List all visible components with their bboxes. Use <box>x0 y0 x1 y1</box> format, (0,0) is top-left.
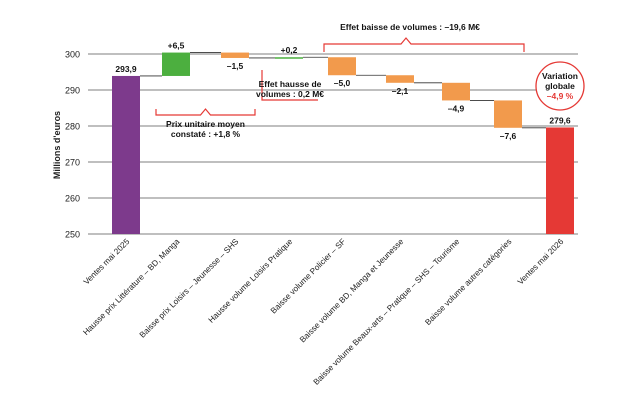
global-variation-line1: Variation <box>542 71 578 81</box>
value-label: –5,0 <box>334 78 351 88</box>
total-bar <box>112 75 140 235</box>
price-bracket <box>155 108 256 116</box>
y-tick-label: 280 <box>65 122 80 132</box>
y-tick-label: 250 <box>65 230 80 240</box>
y-axis-label: Millions d'euros <box>52 111 62 179</box>
volume-up-box <box>261 70 318 101</box>
x-tick-label: Baisse volume autres catégories <box>423 237 513 327</box>
global-variation-value: –4,9 % <box>547 91 574 101</box>
value-label: 293,9 <box>115 64 137 74</box>
value-label: +0,2 <box>281 45 298 55</box>
global-variation-line2: globale <box>545 81 575 91</box>
y-tick-label: 290 <box>65 86 80 96</box>
delta-bar <box>442 82 470 101</box>
value-label: 279,6 <box>549 115 571 125</box>
total-bar <box>546 127 574 234</box>
value-label: –7,6 <box>500 131 517 141</box>
connector-lines <box>140 52 546 129</box>
x-tick-label: Baisse prix Loisirs – Jeunesse – SHS <box>138 237 241 340</box>
value-label: +6,5 <box>168 41 185 51</box>
delta-bar <box>162 52 190 76</box>
x-tick-label: Baisse volume BD, Manga et Jeunesse <box>298 237 406 345</box>
x-tick-label: Hausse prix Littérature – BD, Manga <box>81 237 181 337</box>
price-annotation-line: Prix unitaire moyen <box>166 119 245 129</box>
price-annotation-line: constaté : +1,8 % <box>171 129 241 139</box>
volume-down-bracket <box>323 37 525 52</box>
value-label: –1,5 <box>227 61 244 71</box>
value-labels: 293,9 +6,5 –1,5 +0,2 –5,0 –2,1 –4,9 –7,6 279,6 <box>115 41 571 141</box>
volume-up-annotation-line: Effet hausse de <box>259 79 322 89</box>
value-label: –4,9 <box>448 103 465 113</box>
y-tick-label: 300 <box>65 50 80 60</box>
delta-bar <box>494 100 522 128</box>
bars <box>112 52 574 235</box>
global-variation-circle <box>535 61 585 111</box>
value-label: –2,1 <box>392 86 409 96</box>
delta-bar <box>221 52 249 58</box>
volume-up-annotation-line: volumes : 0,2 M€ <box>256 89 324 99</box>
x-tick-label: Ventes mai 2026 <box>516 237 566 287</box>
y-tick-label: 270 <box>65 158 80 168</box>
x-tick-label: Ventes mai 2025 <box>82 237 132 287</box>
delta-bar <box>386 75 414 83</box>
delta-bar <box>328 57 356 76</box>
y-tick-label: 260 <box>65 194 80 204</box>
delta-bar <box>275 57 303 59</box>
volume-down-annotation: Effet baisse de volumes : –19,6 M€ <box>340 22 480 32</box>
